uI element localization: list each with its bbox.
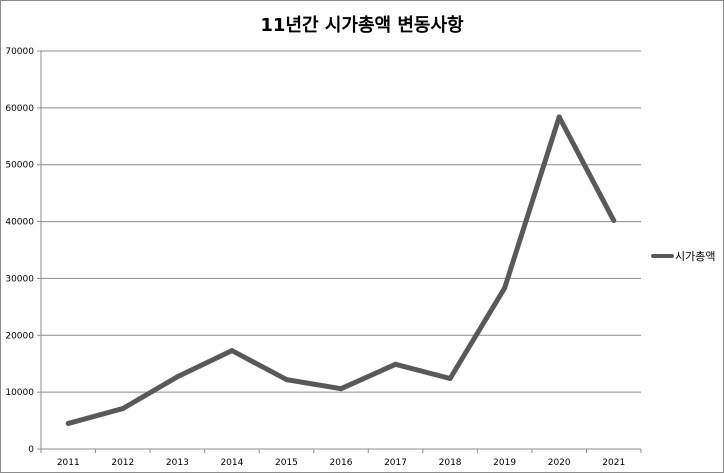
x-tick-label: 2015 xyxy=(275,458,298,468)
x-tick-label: 2013 xyxy=(166,458,189,468)
data-point xyxy=(283,377,289,383)
gridlines xyxy=(41,50,641,393)
y-tick-label: 60000 xyxy=(5,104,34,114)
legend: 시가총액 xyxy=(651,250,715,263)
data-point xyxy=(120,406,126,412)
x-tick-label: 2016 xyxy=(330,458,353,468)
tick-labels: 0 10000 20000 30000 40000 50000 60000 70000 2011… xyxy=(5,47,625,468)
x-tick-label: 2012 xyxy=(111,458,134,468)
y-tick-label: 0 xyxy=(28,445,34,455)
data-point xyxy=(174,374,180,380)
data-point xyxy=(611,217,617,223)
data-point xyxy=(393,361,399,367)
y-tick-label: 30000 xyxy=(5,274,34,284)
series-layer xyxy=(65,114,617,426)
data-point xyxy=(447,375,453,381)
data-point xyxy=(338,386,344,392)
x-tick-label: 2011 xyxy=(57,458,80,468)
x-tick-label: 2021 xyxy=(602,458,625,468)
x-tick-label: 2018 xyxy=(439,458,462,468)
x-tick-label: 2017 xyxy=(384,458,407,468)
x-tick-label: 2014 xyxy=(220,458,243,468)
x-tick-label: 2020 xyxy=(548,458,571,468)
y-tick-label: 50000 xyxy=(5,161,34,171)
axes xyxy=(37,50,642,453)
data-point xyxy=(556,114,562,120)
y-tick-label: 20000 xyxy=(5,331,34,341)
chart-title: 11년간 시가총액 변동사항 xyxy=(260,15,464,36)
x-tick-label: 2019 xyxy=(493,458,516,468)
y-tick-label: 40000 xyxy=(5,218,34,228)
data-point xyxy=(229,348,235,354)
data-point xyxy=(502,285,508,291)
legend-label: 시가총액 xyxy=(675,250,715,263)
data-point xyxy=(65,420,71,426)
y-tick-label: 10000 xyxy=(5,388,34,398)
series-line xyxy=(65,114,617,426)
y-tick-label: 70000 xyxy=(5,47,34,57)
